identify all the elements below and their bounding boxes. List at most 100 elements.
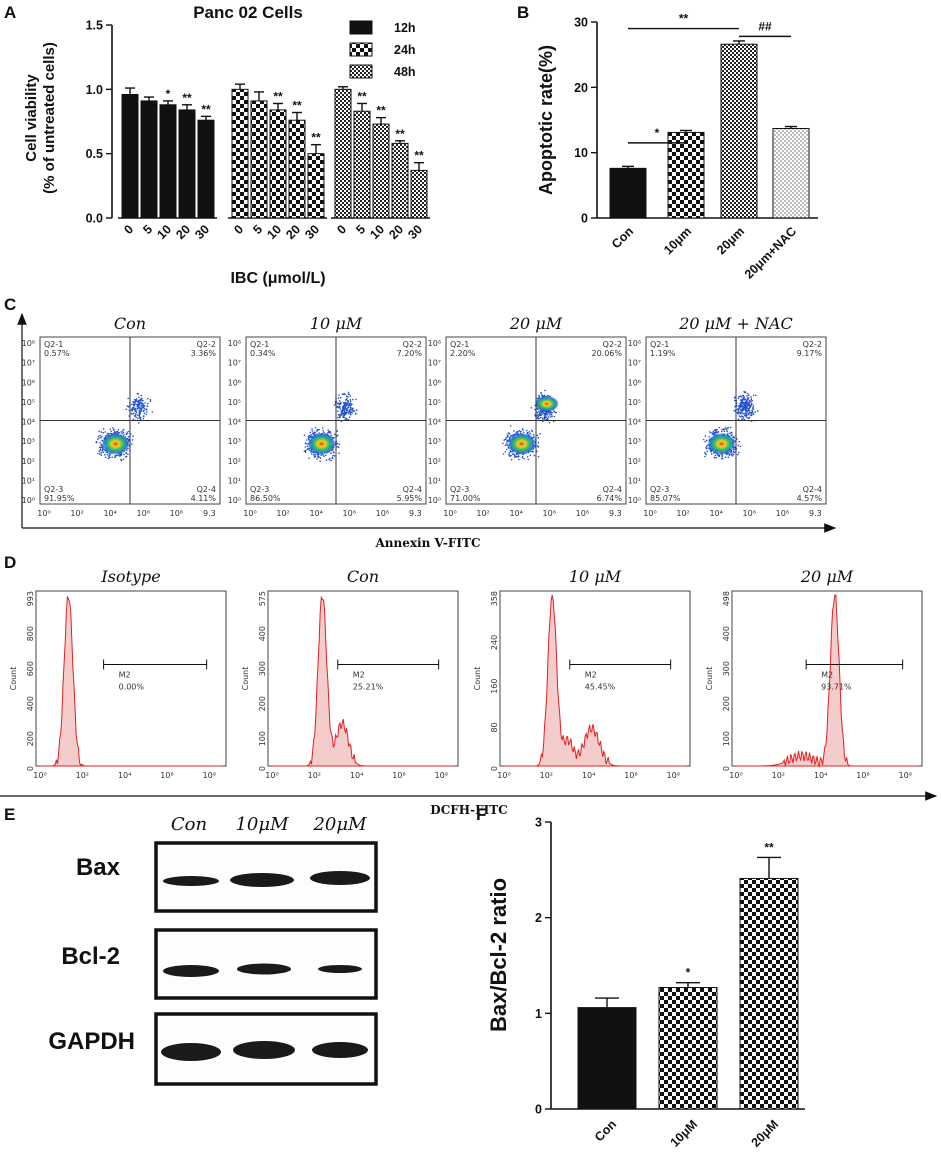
dotplot-event [350, 404, 353, 406]
dotplot-event [344, 393, 346, 396]
dotplot-event [149, 398, 152, 401]
dotplot-event [734, 399, 736, 402]
dotplot-q3-value: 91.95% [44, 494, 75, 503]
histogram-gate-name: M2 [585, 671, 597, 680]
chart-a-bar-24h-10 [269, 109, 287, 219]
chart-f-xtick-label: 20μM [749, 1117, 782, 1150]
dotplot-event [505, 436, 508, 439]
dotplot-event [746, 395, 748, 397]
dotplot-event [337, 410, 339, 412]
dotplot-event [509, 425, 512, 427]
chart-a-legend-label-48h: 48h [394, 65, 416, 79]
dotplot-event [530, 407, 533, 409]
dotplot-event [731, 431, 733, 434]
dotplot-event [504, 438, 507, 441]
dotplot-event [95, 441, 98, 444]
chart-a-sig-mark: * [166, 87, 171, 101]
dotplot-title: 20 μM [509, 314, 563, 333]
wb-band-gapdh-10 [233, 1041, 295, 1059]
dotplot-event [543, 417, 546, 419]
dotplot-xtick-label: 9.3 [203, 509, 216, 518]
dotplot-ytick-label: 10⁷ [428, 359, 441, 368]
dotplot-event [139, 418, 142, 420]
panel-d-flow-histograms: DCFH-FITC IsotypeCount993800600400200010… [0, 567, 938, 817]
chart-a-sig-mark: ** [395, 127, 405, 141]
dotplot-xtick-label: 10⁶ [543, 509, 556, 518]
dotplot-event [100, 446, 102, 449]
dotplot-event [748, 409, 751, 412]
dotplot-event [743, 398, 745, 400]
dotplot-event [97, 452, 99, 455]
dotplot-event [327, 429, 329, 431]
dotplot-event [143, 407, 146, 410]
dotplot-event [339, 408, 342, 410]
dotplot-event [748, 394, 750, 397]
dotplot-event [336, 434, 339, 437]
chart-a-legend-swatch-12h [349, 20, 373, 35]
dotplot-density-core [101, 432, 130, 455]
dotplot-event [502, 442, 504, 445]
dotplot-event [549, 414, 551, 416]
dotplot-event [342, 409, 345, 411]
dotplot-event [348, 416, 351, 419]
dotplot-event [347, 404, 349, 406]
dotplot-event [352, 398, 354, 401]
dotplot-event [144, 402, 146, 404]
dotplot-event [347, 391, 350, 394]
wb-band-bcl2-20 [318, 965, 362, 973]
dotplot-event [348, 393, 350, 396]
wb-band-bax-20 [310, 871, 370, 885]
chart-f-bar-10μM [658, 987, 718, 1110]
dotplot-event [98, 430, 100, 433]
dotplot-event [506, 439, 508, 441]
dotplot-ytick-label: 10² [428, 457, 441, 466]
dotplot-event [721, 428, 723, 431]
chart-a-xtick-label: 10 [264, 222, 284, 242]
dotplot-event [149, 400, 152, 402]
histogram-xtick-label: 10⁴ [350, 771, 363, 780]
dotplot-q1-name: Q2-1 [650, 340, 669, 349]
dotplot-event [309, 431, 312, 434]
dotplot-event [743, 403, 745, 406]
dotplot-q2-name: Q2-2 [603, 340, 622, 349]
dotplot-event [544, 415, 546, 418]
histogram-ylabel: Count [705, 667, 714, 691]
dotplot-event [336, 430, 339, 432]
dotplot-event [710, 432, 712, 434]
dotplot-event [138, 405, 140, 407]
chart-a-ylabel-line1: Cell viability [23, 74, 40, 162]
chart-a-legend-label-24h: 24h [394, 43, 416, 57]
dotplot-q2-value: 20.06% [591, 349, 622, 358]
dotplot-event [340, 403, 342, 405]
dotplot-q1-value: 0.34% [250, 349, 276, 358]
dotplot-event [538, 396, 541, 398]
dotplot-event [536, 450, 538, 453]
dotplot-event [512, 453, 515, 455]
dotplot-event [336, 406, 338, 408]
wb-band-bcl2-con [163, 965, 219, 977]
dotplot-event [525, 429, 528, 432]
dotplot-event [127, 436, 130, 438]
dotplot-event [347, 406, 350, 408]
dotplot-event [740, 396, 743, 398]
dotplot-event [142, 410, 145, 413]
dotplot-event [746, 401, 748, 404]
chart-b-apoptosis: Apoptotic rate(%) 0 10 20 30 Con 10μm 20μm20μm… [536, 12, 818, 282]
dotplot-event [742, 407, 745, 409]
dotplot-event [307, 435, 310, 438]
dotplot-event [116, 454, 118, 457]
chart-a-sig-mark: ** [414, 149, 424, 163]
dotplot-event [311, 432, 314, 435]
dotplot-event [341, 410, 344, 413]
chart-a-legend-swatch-24h [349, 42, 373, 57]
dotplot-event [713, 432, 715, 434]
dotplot-event [720, 457, 723, 460]
histogram-ytick-label: 200 [258, 696, 267, 711]
dotplot-event [101, 435, 103, 438]
dotplot-ytick-label: 10⁷ [628, 359, 641, 368]
dotplot-event [348, 413, 350, 415]
dotplot-event [99, 434, 101, 437]
dotplot-xtick-label: 10⁸ [170, 509, 183, 518]
dotplot-ytick-label: 10⁰ [628, 496, 641, 505]
dotplot-event [114, 456, 116, 459]
